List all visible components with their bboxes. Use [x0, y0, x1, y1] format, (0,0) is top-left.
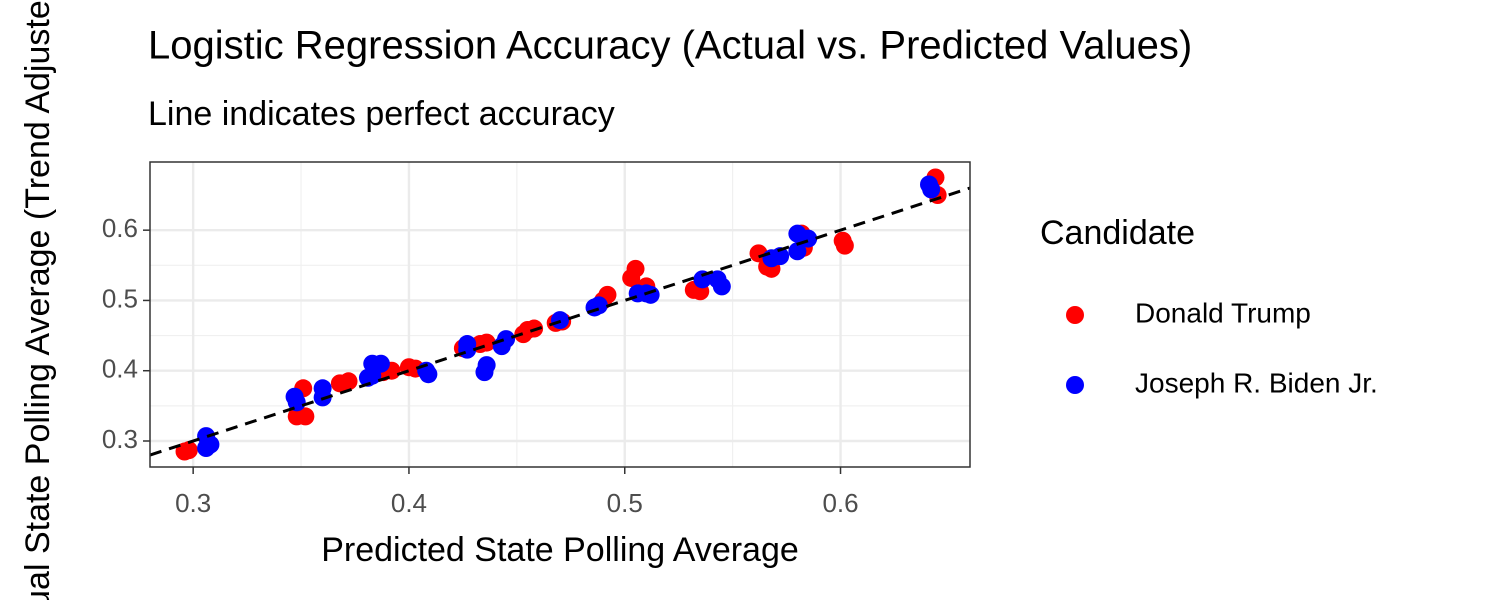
point [712, 277, 731, 296]
x-tick-label: 0.4 [391, 488, 427, 518]
point [799, 229, 818, 248]
legend-label: Joseph R. Biden Jr. [1135, 367, 1378, 398]
point [771, 247, 790, 266]
chart-subtitle: Line indicates perfect accuracy [148, 95, 615, 133]
x-tick-label: 0.5 [607, 488, 643, 518]
point [477, 356, 496, 375]
point [287, 393, 306, 412]
point [641, 285, 660, 304]
y-tick-label: 0.3 [102, 424, 138, 454]
x-axis-title: Predicted State Polling Average [321, 531, 799, 569]
point [339, 372, 358, 391]
legend-marker [1066, 306, 1084, 324]
point [922, 180, 941, 199]
point [296, 407, 315, 426]
point [179, 441, 198, 460]
legend-marker [1066, 376, 1084, 394]
x-tick-label: 0.3 [175, 488, 211, 518]
panel-border [149, 161, 971, 468]
point [626, 259, 645, 278]
reference-line [149, 186, 971, 457]
point [497, 330, 516, 349]
y-tick-label: 0.4 [102, 354, 138, 384]
y-tick-label: 0.6 [102, 213, 138, 243]
point [788, 242, 807, 261]
point [363, 366, 382, 385]
chart-title: Logistic Regression Accuracy (Actual vs.… [148, 24, 1192, 68]
point [201, 435, 220, 454]
x-tick-label: 0.6 [822, 488, 858, 518]
legend-label: Donald Trump [1135, 297, 1311, 328]
point [835, 236, 854, 255]
y-tick-label: 0.5 [102, 283, 138, 313]
legend-title: Candidate [1040, 214, 1195, 252]
y-axis-title: Actual State Polling Average (Trend Adju… [19, 0, 57, 600]
